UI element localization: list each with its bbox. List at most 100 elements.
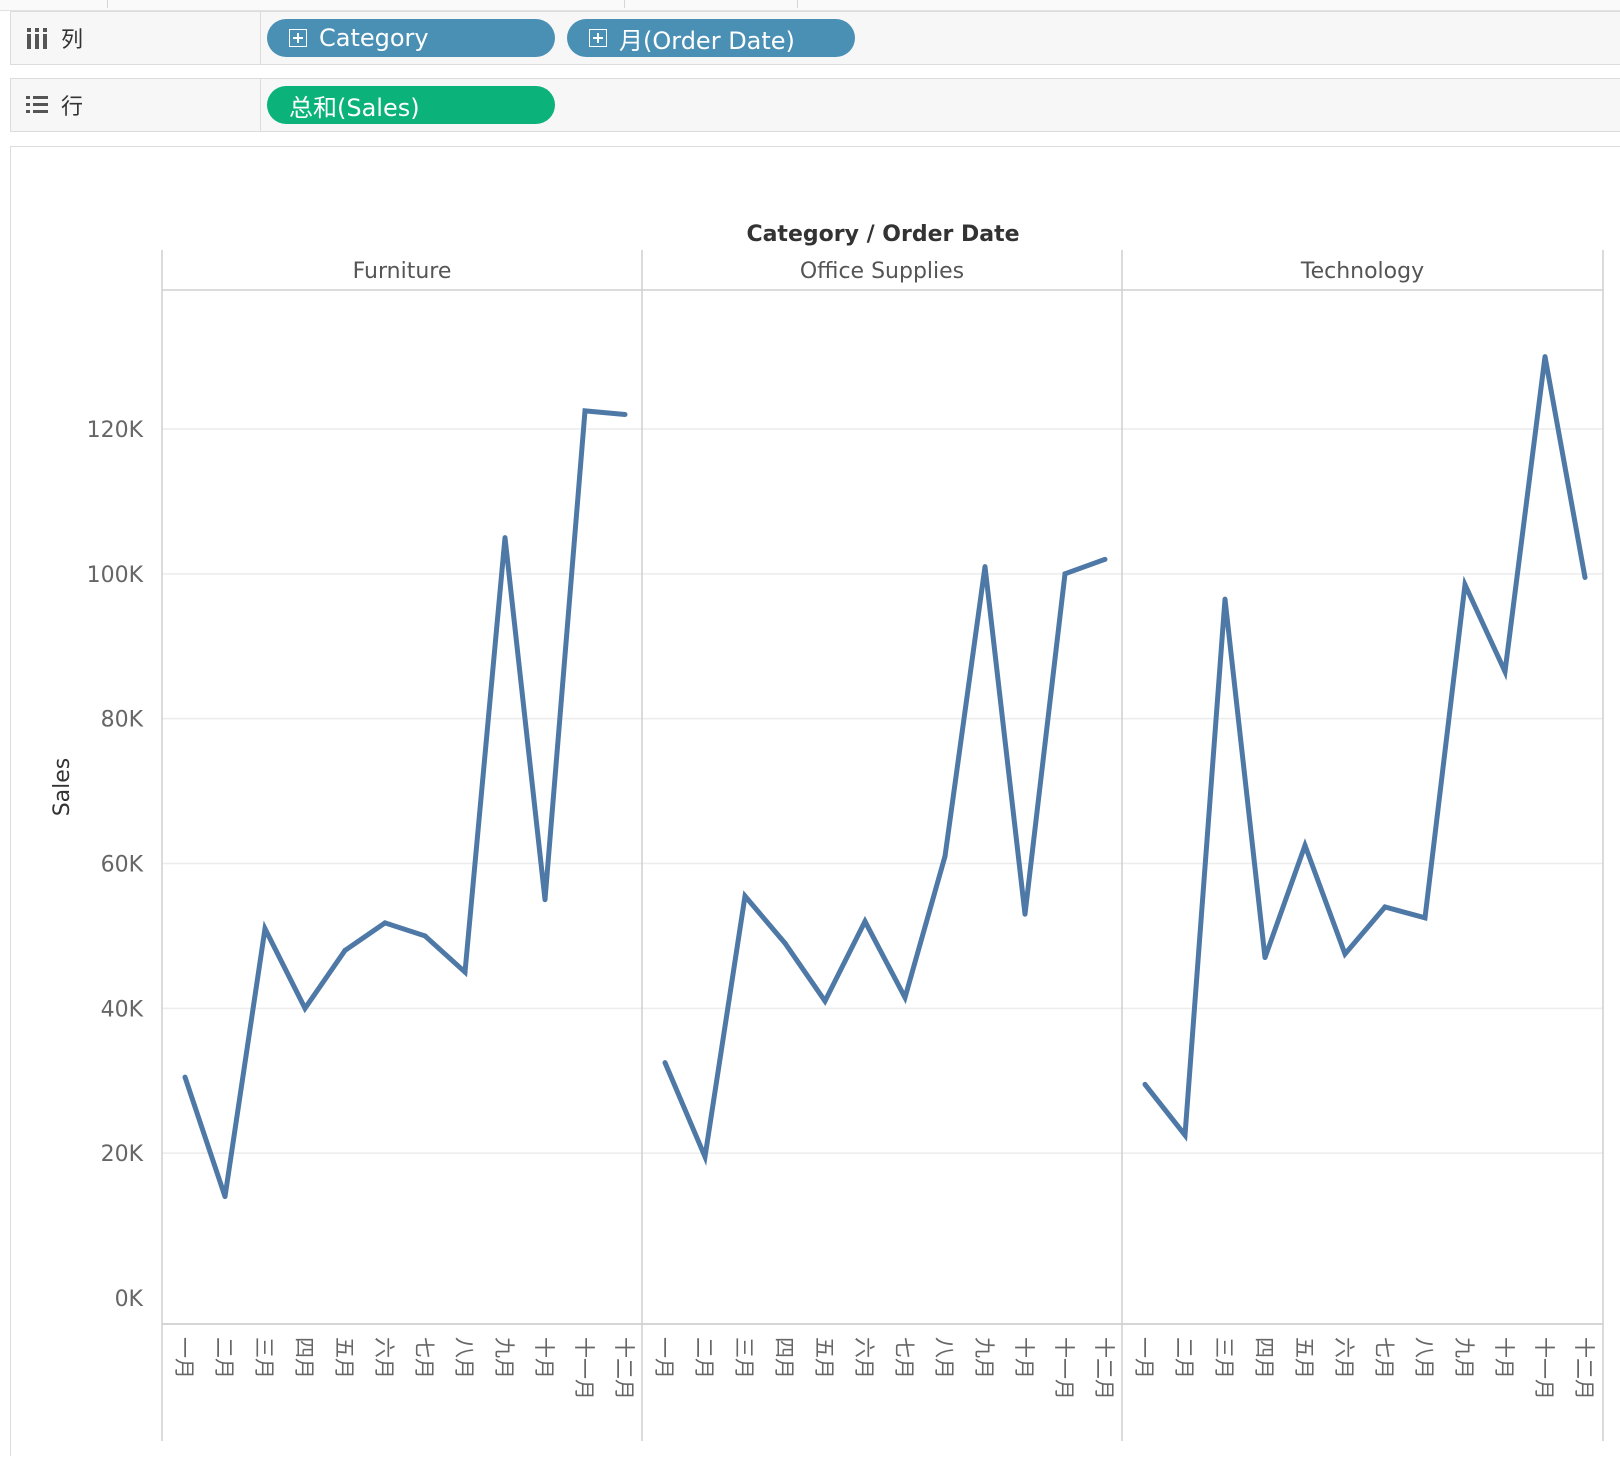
y-tick-label: 100K: [87, 563, 144, 588]
x-tick-label: 三月: [252, 1337, 276, 1379]
x-tick-label: 十月: [532, 1337, 556, 1379]
x-tick-label: 九月: [972, 1337, 996, 1379]
sum-sales-pill-label: 总和(Sales): [289, 93, 420, 122]
sales-line-technology: [1143, 356, 1588, 1142]
sales-line-office-supplies: [662, 556, 1106, 1166]
x-tick-label: 六月: [1332, 1337, 1356, 1379]
category-pill[interactable]: Category: [267, 19, 555, 57]
data-point: [542, 897, 548, 903]
data-point: [262, 926, 268, 932]
x-tick-label: 九月: [492, 1337, 516, 1379]
columns-icon: [27, 28, 47, 49]
data-point: [462, 969, 468, 975]
rows-label-text: 行: [61, 95, 84, 120]
line-chart: Category / Order Date 0K 20K 40K 60K 80K 100K 1…: [50, 222, 1604, 1441]
panel-header-technology: Technology: [1300, 259, 1424, 284]
x-tick-label: 十一月: [1052, 1337, 1076, 1400]
category-pill-label: Category: [319, 24, 429, 52]
columns-label-text: 列: [61, 28, 84, 53]
x-tick-label: 七月: [892, 1337, 916, 1379]
y-tick-label: 60K: [101, 853, 144, 878]
strip-divider: [797, 0, 798, 8]
rows-shelf-label: 行: [11, 79, 261, 131]
visualization-area: Category / Order Date 0K 20K 40K 60K 80K 100K 1…: [10, 146, 1620, 1456]
expand-plus-icon[interactable]: [289, 29, 307, 47]
expand-plus-icon[interactable]: [589, 29, 607, 47]
rows-icon: [26, 96, 48, 113]
y-tick-label: 40K: [101, 997, 144, 1022]
x-tick-label: 五月: [812, 1337, 836, 1379]
data-point: [1582, 574, 1588, 580]
data-point: [1102, 556, 1108, 562]
top-toolbar-strip: [0, 0, 1620, 11]
order-date-month-pill[interactable]: 月(Order Date): [567, 19, 855, 57]
x-tick-label: 十月: [1492, 1337, 1516, 1379]
data-point: [222, 1194, 228, 1200]
x-tick-label: 六月: [372, 1337, 396, 1379]
data-point: [302, 1005, 308, 1011]
y-tick-label: 80K: [101, 708, 144, 733]
data-point: [1382, 904, 1388, 910]
data-point: [1502, 669, 1508, 675]
x-tick-label: 二月: [692, 1337, 716, 1379]
data-point: [1062, 571, 1068, 577]
x-tick-label: 三月: [732, 1337, 756, 1379]
x-tick-label: 二月: [212, 1337, 236, 1379]
columns-shelf[interactable]: 列 Category 月(Order Date): [10, 11, 1620, 65]
data-point: [622, 412, 628, 418]
x-tick-label: 四月: [1252, 1337, 1276, 1379]
x-tick-label: 十月: [1012, 1337, 1036, 1379]
columns-shelf-label: 列: [11, 12, 261, 64]
strip-divider: [624, 0, 625, 8]
x-tick-label: 八月: [932, 1337, 956, 1379]
data-point: [702, 1154, 708, 1160]
data-point: [662, 1060, 668, 1066]
panel-header-office-supplies: Office Supplies: [800, 259, 964, 284]
x-tick-label: 一月: [1132, 1337, 1156, 1379]
y-tick-label: 120K: [87, 418, 144, 443]
x-tick-label: 二月: [1172, 1337, 1196, 1379]
x-tick-label: 七月: [1372, 1337, 1396, 1379]
data-point: [902, 994, 908, 1000]
x-tick-label: 十二月: [1092, 1337, 1116, 1400]
category-order-date-header: Category / Order Date: [746, 222, 1019, 247]
data-point: [1462, 582, 1468, 588]
x-tick-label: 九月: [1452, 1337, 1476, 1379]
data-point: [1342, 951, 1348, 957]
strip-divider: [107, 0, 108, 8]
x-tick-label: 四月: [772, 1337, 796, 1379]
y-tick-label: 0K: [115, 1287, 144, 1312]
data-point: [822, 998, 828, 1004]
x-tick-label: 十二月: [612, 1337, 636, 1400]
data-point: [382, 920, 388, 926]
data-point: [1182, 1132, 1188, 1138]
data-point: [742, 893, 748, 899]
data-point: [1022, 911, 1028, 917]
x-tick-label: 十一月: [1532, 1337, 1556, 1400]
x-tick-label: 四月: [292, 1337, 316, 1379]
x-tick-label: 六月: [852, 1337, 876, 1379]
x-tick-label: 一月: [652, 1337, 676, 1379]
x-tick-label: 十二月: [1572, 1337, 1596, 1400]
data-point: [1302, 842, 1308, 848]
panel-header-furniture: Furniture: [353, 259, 452, 284]
data-point: [1422, 915, 1428, 921]
x-tick-label: 八月: [1412, 1337, 1436, 1379]
y-axis-label: Sales: [50, 758, 75, 817]
data-point: [942, 853, 948, 859]
order-date-pill-label: 月(Order Date): [619, 26, 795, 55]
x-tick-label: 五月: [1292, 1337, 1316, 1379]
data-point: [342, 947, 348, 953]
sum-sales-pill[interactable]: 总和(Sales): [267, 86, 555, 124]
data-point: [982, 564, 988, 570]
data-point: [1262, 955, 1268, 961]
data-point: [422, 933, 428, 939]
data-point: [1142, 1081, 1148, 1087]
data-point: [582, 408, 588, 414]
rows-shelf[interactable]: 行 总和(Sales): [10, 78, 1620, 132]
data-point: [1222, 596, 1228, 602]
data-point: [182, 1074, 188, 1080]
x-tick-label: 十一月: [572, 1337, 596, 1400]
y-tick-label: 20K: [101, 1142, 144, 1167]
data-point: [782, 940, 788, 946]
